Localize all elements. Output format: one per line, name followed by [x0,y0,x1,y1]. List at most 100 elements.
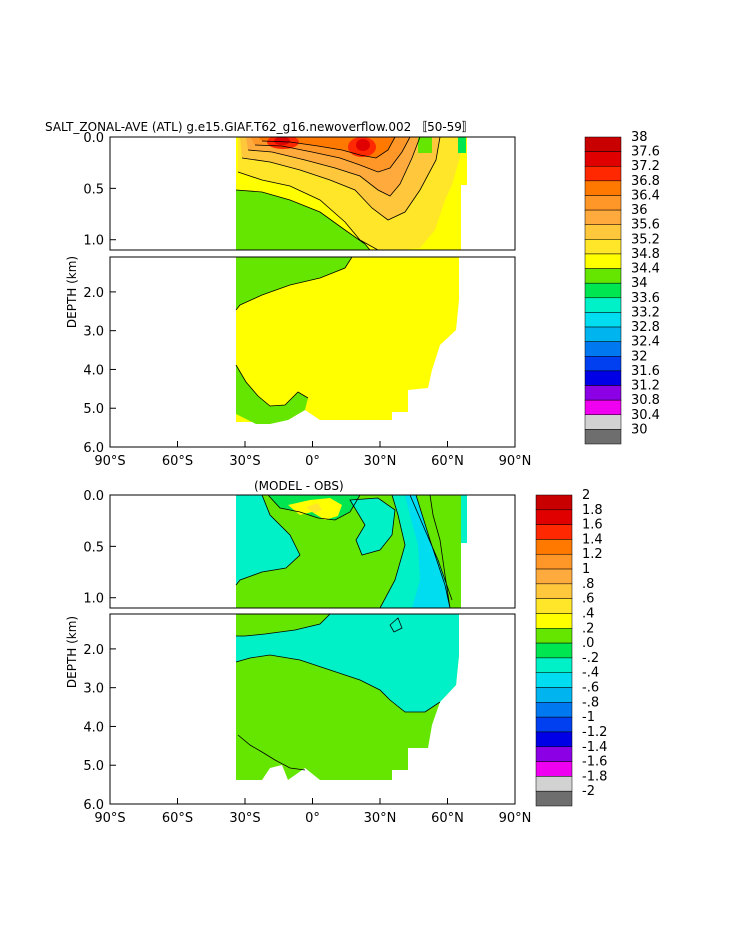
salinity-colorbar-swatch [584,414,622,430]
salinity-colorbar-label: 31.6 [631,364,660,379]
salinity-colorbar-swatch [584,195,622,211]
difference-y-tick-label: 0.5 [83,540,104,555]
salinity-colorbar-swatch [584,385,622,401]
salt-max-north-core [356,139,370,151]
difference-colorbar-swatch [535,716,573,733]
difference-colorbar-label: -1.6 [582,755,607,770]
salinity-colorbar-label: 37.6 [631,145,660,160]
diff-contours-lower [235,614,441,771]
diff-contours-upper [235,495,453,608]
difference-colorbar-swatch [535,494,573,511]
diff-field-tropical-minus [350,498,395,555]
salinity-colorbar: 3837.637.236.836.43635.635.234.834.43433… [584,130,660,445]
difference-colorbar-label: -.6 [582,681,599,696]
salinity-y-tick-label: 4.0 [83,363,104,378]
difference-colorbar-label: -1.4 [582,740,607,755]
difference-colorbar-swatch [535,598,573,614]
salinity-x-tick-label: 30°N [364,454,397,469]
difference-colorbar-label: 1 [582,562,590,577]
difference-lower-field [235,614,459,780]
difference-colorbar-label: .6 [582,592,594,607]
difference-colorbar-label: -2 [582,784,595,799]
salinity-upper-frame [109,136,516,251]
salinity-colorbar-swatch [584,268,622,284]
salinity-y-tick-label: 2.0 [83,286,104,301]
salinity-colorbar-swatch [584,209,622,225]
difference-y-tick-label: 6.0 [83,798,104,813]
salinity-colorbar-swatch [584,151,622,167]
difference-colorbar-swatch [535,672,573,688]
difference-colorbar-swatch [535,790,573,807]
salinity-colorbar-swatch [584,356,622,372]
difference-colorbar-swatch [535,776,573,792]
salt-north-fresh [418,137,432,153]
difference-colorbar-swatch [535,553,573,570]
salinity-colorbar-swatch [584,239,622,255]
difference-x-axis: 90°S 60°S 30°S 0° 30°N 60°N 90°N [94,798,531,826]
salt-field-deep-350 [236,257,459,422]
salinity-colorbar-swatch [584,282,622,299]
salt-max-south-core [274,137,290,145]
difference-colorbar-label: 2 [582,488,590,503]
salinity-colorbar-label: 30.8 [631,393,660,408]
salinity-y-tick-label: 0.0 [83,131,104,146]
difference-x-tick-label: 60°S [162,811,193,826]
salinity-colorbar-swatch [584,326,622,342]
difference-colorbar: 21.81.61.41.21.8.6.4.2.0-.2-.4-.6-.8-1-1… [535,488,607,807]
salinity-x-tick-label: 90°S [94,454,125,469]
difference-colorbar-label: -.8 [582,695,599,710]
salinity-y-tick-label: 0.5 [83,182,104,197]
salinity-colorbar-swatch [584,429,622,445]
difference-upper-field [235,495,467,608]
salinity-colorbar-label: 36.8 [631,174,660,189]
salinity-upper-field [235,137,467,250]
difference-colorbar-swatch [535,568,573,585]
difference-colorbar-swatch [535,642,573,659]
difference-y-tick-label: 4.0 [83,720,104,735]
difference-colorbar-label: .2 [582,621,594,636]
salinity-colorbar-swatch [584,253,622,269]
salinity-y-axis-label: DEPTH (km) [65,256,79,328]
diff-field-north-band-inner [405,495,450,608]
difference-colorbar-label: -1.2 [582,725,607,740]
salinity-y-tick-label: 6.0 [83,441,104,456]
salinity-colorbar-swatch [584,180,622,196]
difference-colorbar-label: -1 [582,710,595,725]
difference-y-tick-label: 1.0 [83,592,104,607]
difference-colorbar-swatch [535,687,573,703]
difference-x-tick-label: 60°N [431,811,464,826]
salinity-colorbar-label: 33.6 [631,291,660,306]
difference-colorbar-label: -1.8 [582,769,607,784]
salinity-y-tick-label: 3.0 [83,325,104,340]
salinity-colorbar-swatch [584,312,622,328]
difference-colorbar-swatch [535,524,573,540]
salt-field-deep-345 [236,257,352,310]
salinity-y-axis: 0.0 0.5 1.0 2.0 3.0 4.0 5.0 6.0 [83,131,116,456]
difference-y-tick-label: 0.0 [83,489,104,504]
difference-colorbar-swatch [535,702,573,718]
salinity-colorbar-label: 35.6 [631,218,660,233]
salinity-colorbar-label: 34 [631,276,648,291]
salinity-colorbar-label: 30 [631,422,648,437]
salt-field-bottom-345 [236,365,308,424]
salinity-y-tick-label: 5.0 [83,402,104,417]
difference-colorbar-label: 1.2 [582,547,603,562]
diff-field-north-plus [430,495,460,608]
salt-field-upper-fill-east [461,137,467,185]
salinity-x-axis: 90°S 60°S 30°S 0° 30°N 60°N 90°N [94,441,531,469]
difference-colorbar-swatch [535,509,573,525]
difference-x-tick-label: 0° [305,811,320,826]
salinity-colorbar-label: 37.2 [631,159,660,174]
difference-upper-frame [109,494,516,609]
salinity-colorbar-label: 34.4 [631,262,660,277]
difference-colorbar-swatch [535,657,573,673]
difference-title: (MODEL - OBS) [254,479,344,493]
difference-colorbar-label: -.4 [582,666,599,681]
difference-colorbar-swatch [535,746,573,762]
salinity-colorbar-label: 32.8 [631,320,660,335]
difference-x-tick-label: 90°S [94,811,125,826]
salinity-colorbar-label: 31.2 [631,379,660,394]
salinity-x-tick-label: 0° [305,454,320,469]
difference-x-tick-label: 90°N [499,811,532,826]
salinity-colorbar-label: 32.4 [631,335,660,350]
